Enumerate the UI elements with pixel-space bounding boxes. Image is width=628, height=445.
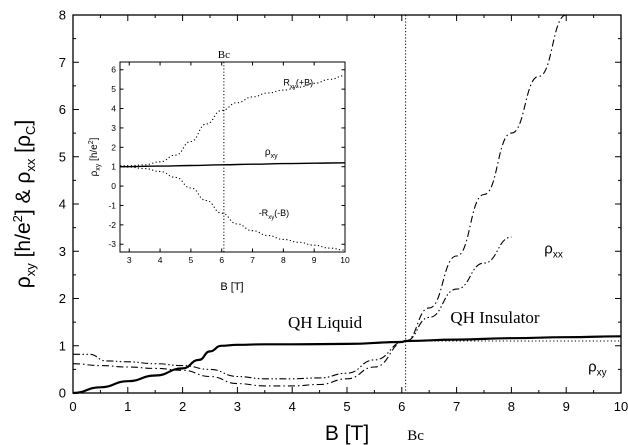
main-x-tick-label: 6	[398, 399, 405, 414]
main-y-tick-label: 6	[59, 102, 66, 117]
main-y-tick-label: 3	[59, 244, 66, 259]
main-x-tick-label: 2	[179, 399, 186, 414]
main-x-tick-label: 3	[234, 399, 241, 414]
main-x-axis-title: B [T]	[325, 422, 369, 445]
rxy-minus-series-label: -Rxy(-B)	[259, 208, 290, 221]
inset-y-tick-label: 0	[111, 181, 116, 191]
main-y-tick-label: 8	[59, 8, 66, 23]
inset-series-line-0	[120, 75, 346, 167]
main-x-tick-label: 5	[343, 399, 350, 414]
main-x-tick-label: 4	[289, 399, 296, 414]
inset-y-tick-label: 3	[111, 123, 116, 133]
inset-x-tick-label: 3	[127, 255, 132, 265]
main-series-line-3	[73, 236, 512, 380]
inset-y-tick-label: -1	[108, 200, 116, 210]
inset-x-axis-title: B [T]	[220, 281, 243, 293]
main-y-tick-label: 1	[59, 338, 66, 353]
main-series-layer	[72, 14, 622, 395]
inset-series-layer	[119, 62, 346, 252]
inset-background	[120, 62, 345, 252]
inset-y-tick-label: 4	[111, 104, 116, 114]
inset-x-tick-label: 9	[312, 255, 317, 265]
inset-x-tick-label: 5	[189, 255, 194, 265]
inset-x-tick-label: 10	[340, 255, 350, 265]
main-x-tick-label: 7	[453, 399, 460, 414]
qh-insulator-annotation: QH Insulator	[450, 308, 540, 327]
main-x-tick-label: 9	[563, 399, 570, 414]
main-y-tick-label: 4	[59, 197, 66, 212]
rxy-plus-series-label: Rxy(+B)	[283, 77, 313, 90]
main-y-axis-title: ρxy [h/e2] & ρxx [ρC]	[10, 120, 38, 288]
main-series-line-2	[72, 14, 567, 387]
inset-series-line-1	[119, 162, 346, 168]
main-x-tick-label: 1	[124, 399, 131, 414]
main-x-tick-label: 0	[69, 399, 76, 414]
inset-y-tick-label: 5	[111, 84, 116, 94]
qh-liquid-annotation: QH Liquid	[288, 313, 363, 332]
inset-y-tick-label: 6	[111, 65, 116, 75]
main-y-tick-label: 7	[59, 55, 66, 70]
inset-series-line-2	[119, 166, 346, 251]
inset-y-tick-label: -3	[108, 239, 116, 249]
rho-xx-series-label: ρxx	[544, 241, 563, 261]
main-x-tick-label: 10	[614, 399, 628, 414]
inset-y-tick-label: -2	[108, 220, 116, 230]
main-critical-field-label: Bc	[407, 428, 424, 444]
inset-x-tick-label: 8	[281, 255, 286, 265]
inset-x-tick-label: 6	[219, 255, 224, 265]
inset-x-tick-label: 7	[250, 255, 255, 265]
rho-xy-series-label: ρxy	[588, 359, 607, 379]
inset-y-tick-label: 2	[111, 142, 116, 152]
inset-x-tick-label: 4	[158, 255, 163, 265]
main-series-line-0	[72, 335, 622, 395]
inset-rho-xy-series-label: ρxy	[265, 147, 278, 160]
inset-critical-field-label: Bc	[218, 49, 230, 61]
main-y-tick-label: 5	[59, 149, 66, 164]
inset-ticks: 3 4 5 6 7 8 9 10 -3 -2 -1 0 1 2 3 4 5 6	[108, 62, 350, 265]
inset-y-tick-label: 1	[111, 162, 116, 172]
inset-plot-frame	[119, 61, 346, 253]
main-x-tick-label: 8	[508, 399, 515, 414]
inset-y-axis-title: ρxy [h/e2]	[88, 137, 102, 176]
main-y-tick-label: 0	[59, 386, 66, 401]
main-y-tick-label: 2	[59, 291, 66, 306]
